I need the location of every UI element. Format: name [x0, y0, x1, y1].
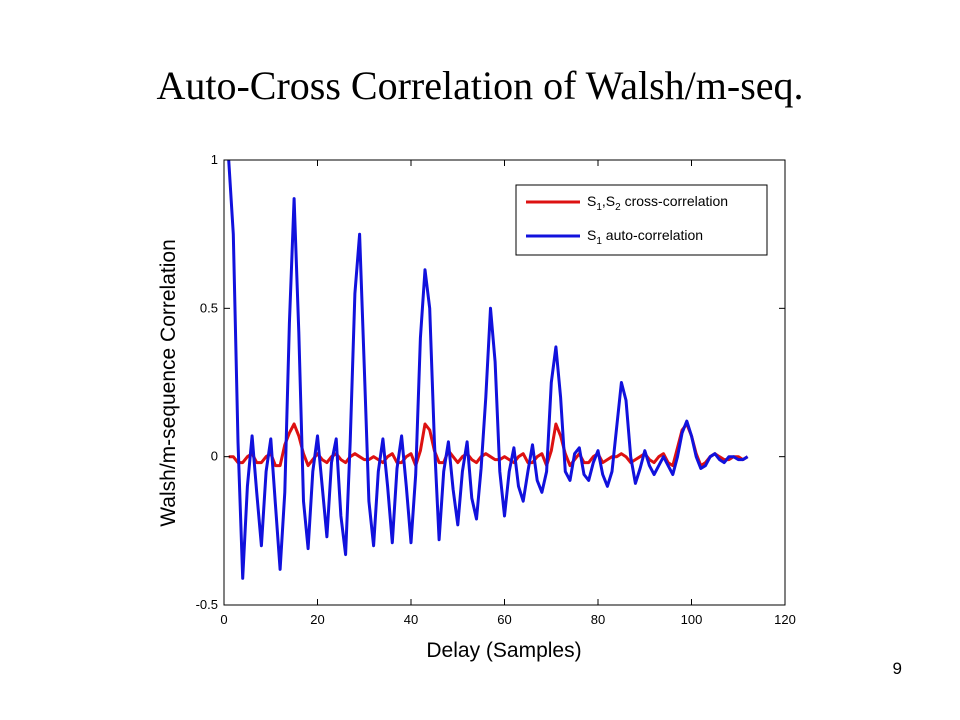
y-axis-label: Walsh/m-sequence Correlation	[157, 239, 180, 527]
legend-label-auto-correlation: S1 auto-correlation	[587, 227, 703, 247]
y-tick-label: 1	[211, 152, 218, 167]
x-tick-label: 60	[497, 612, 511, 627]
slide-title: Auto-Cross Correlation of Walsh/m-seq.	[156, 63, 804, 108]
x-tick-label: 0	[220, 612, 227, 627]
series-line-auto-correlation	[227, 159, 749, 580]
x-tick-label: 40	[404, 612, 418, 627]
x-tick-label: 100	[681, 612, 703, 627]
x-tick-label: 80	[591, 612, 605, 627]
legend: S1,S2 cross-correlation S1 auto-correlat…	[515, 184, 768, 256]
series-line-cross-correlation	[228, 422, 749, 468]
page-number: 9	[892, 659, 902, 678]
legend-box	[515, 184, 768, 256]
x-tick-label: 120	[774, 612, 796, 627]
legend-label-cross-correlation: S1,S2 cross-correlation	[587, 193, 728, 213]
x-axis-label: Delay (Samples)	[426, 639, 581, 662]
y-tick-label: -0.5	[196, 597, 218, 612]
x-tick-label: 20	[310, 612, 324, 627]
y-tick-label: 0	[211, 449, 218, 464]
y-tick-label: 0.5	[200, 300, 218, 315]
